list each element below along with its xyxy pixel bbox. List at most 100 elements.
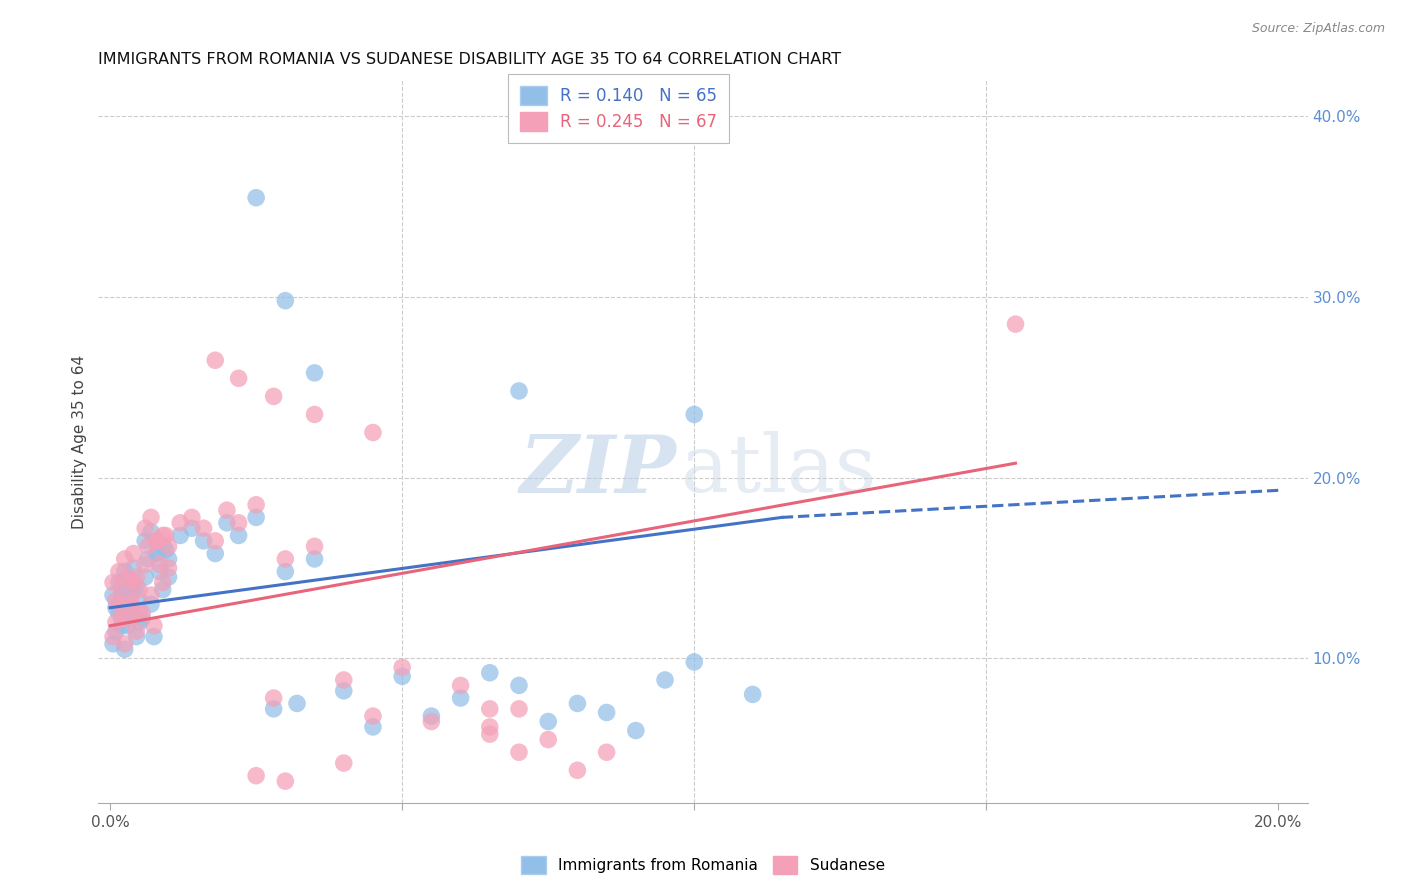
Point <box>122 561 145 575</box>
Point <box>120 606 142 620</box>
Point <box>117 582 139 597</box>
Point <box>193 521 215 535</box>
Point <box>101 588 124 602</box>
Point <box>108 565 131 579</box>
Point <box>228 516 250 530</box>
Point <box>508 745 530 759</box>
Point <box>125 570 148 584</box>
Point <box>101 637 124 651</box>
Point <box>122 575 145 590</box>
Point <box>117 570 139 584</box>
Point <box>122 547 145 561</box>
Point <box>128 606 150 620</box>
Point <box>134 521 156 535</box>
Point <box>146 547 169 561</box>
Point <box>108 597 131 611</box>
Point <box>104 593 127 607</box>
Point <box>111 619 134 633</box>
Text: Source: ZipAtlas.com: Source: ZipAtlas.com <box>1251 22 1385 36</box>
Point <box>157 570 180 584</box>
Point <box>125 630 148 644</box>
Point <box>146 533 169 548</box>
Point <box>332 673 354 687</box>
Point <box>117 611 139 625</box>
Point <box>304 366 326 380</box>
Text: atlas: atlas <box>682 432 876 509</box>
Point <box>114 552 136 566</box>
Point <box>478 720 501 734</box>
Point <box>245 498 267 512</box>
Point <box>741 687 763 701</box>
Point <box>204 353 226 368</box>
Point <box>204 547 226 561</box>
Point <box>101 630 124 644</box>
Point <box>215 503 238 517</box>
Point <box>537 732 560 747</box>
Point <box>1004 317 1026 331</box>
Point <box>654 673 676 687</box>
Point <box>274 552 297 566</box>
Point <box>131 606 153 620</box>
Point <box>114 565 136 579</box>
Point <box>114 637 136 651</box>
Point <box>180 510 202 524</box>
Point <box>104 600 127 615</box>
Point <box>128 615 150 630</box>
Point <box>134 558 156 572</box>
Point <box>122 582 145 597</box>
Point <box>228 528 250 542</box>
Point <box>274 293 297 308</box>
Point <box>420 709 443 723</box>
Point <box>567 764 589 778</box>
Point <box>120 593 142 607</box>
Point <box>157 561 180 575</box>
Point <box>274 565 297 579</box>
Point <box>136 539 159 553</box>
Point <box>104 615 127 630</box>
Point <box>142 619 165 633</box>
Point <box>508 384 530 398</box>
Point <box>215 516 238 530</box>
Point <box>537 714 560 729</box>
Point <box>478 665 501 680</box>
Point <box>108 575 131 590</box>
Point <box>157 539 180 553</box>
Point <box>304 408 326 422</box>
Point <box>450 678 472 692</box>
Point <box>139 524 162 539</box>
Point <box>420 714 443 729</box>
Point <box>304 539 326 553</box>
Point <box>125 579 148 593</box>
Point <box>193 533 215 548</box>
Point <box>169 528 191 542</box>
Text: ZIP: ZIP <box>520 432 676 509</box>
Point <box>120 597 142 611</box>
Point <box>263 389 285 403</box>
Point <box>263 702 285 716</box>
Point <box>478 727 501 741</box>
Point <box>332 683 354 698</box>
Point <box>274 774 297 789</box>
Point <box>128 582 150 597</box>
Point <box>108 606 131 620</box>
Point <box>391 660 413 674</box>
Point <box>624 723 647 738</box>
Point <box>111 579 134 593</box>
Point <box>152 575 174 590</box>
Point <box>111 588 134 602</box>
Point <box>136 552 159 566</box>
Point <box>245 769 267 783</box>
Point <box>683 655 706 669</box>
Point <box>142 630 165 644</box>
Point <box>285 697 308 711</box>
Point <box>139 597 162 611</box>
Point <box>180 521 202 535</box>
Point <box>567 697 589 711</box>
Point <box>149 558 172 572</box>
Point <box>131 611 153 625</box>
Text: IMMIGRANTS FROM ROMANIA VS SUDANESE DISABILITY AGE 35 TO 64 CORRELATION CHART: IMMIGRANTS FROM ROMANIA VS SUDANESE DISA… <box>98 52 842 67</box>
Point <box>391 669 413 683</box>
Point <box>101 575 124 590</box>
Point <box>450 691 472 706</box>
Point <box>134 533 156 548</box>
